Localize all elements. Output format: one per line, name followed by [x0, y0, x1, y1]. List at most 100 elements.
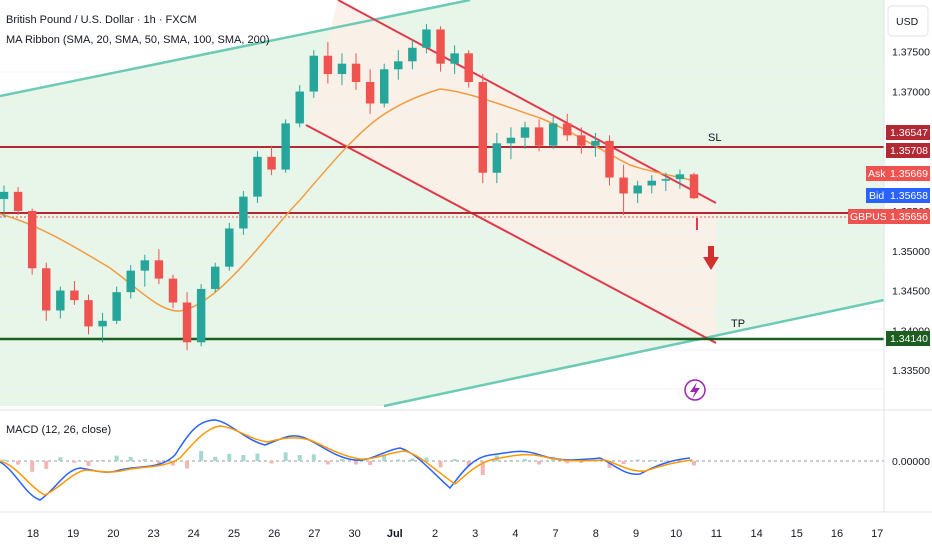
- candle[interactable]: [27, 208, 37, 275]
- macd-zero-label: 0.00000: [892, 456, 930, 468]
- time-tick: Jul: [387, 528, 403, 540]
- candle[interactable]: [689, 172, 699, 200]
- candle[interactable]: [168, 274, 178, 309]
- macd-bar: [297, 455, 302, 461]
- time-tick: 9: [633, 528, 639, 540]
- candle[interactable]: [563, 113, 572, 141]
- channel-lower-line[interactable]: [305, 124, 717, 344]
- candle[interactable]: [13, 187, 23, 215]
- candle[interactable]: [70, 281, 79, 305]
- macd-bar: [621, 461, 626, 464]
- candle[interactable]: [98, 312, 107, 343]
- macd-bar: [170, 461, 175, 466]
- candle[interactable]: [126, 265, 135, 299]
- macd-bar: [227, 453, 232, 461]
- candle[interactable]: [253, 151, 262, 203]
- candle[interactable]: [56, 286, 65, 319]
- candle[interactable]: [351, 53, 361, 90]
- candle[interactable]: [619, 164, 628, 215]
- candle[interactable]: [675, 169, 685, 189]
- currency-label: USD: [896, 16, 919, 28]
- candle[interactable]: [365, 69, 375, 114]
- chart-title: British Pound / U.S. Dollar · 1h · FXCM: [6, 14, 197, 26]
- macd-bar: [142, 459, 147, 461]
- macd-bar: [663, 460, 668, 462]
- candle[interactable]: [661, 172, 671, 192]
- tag-ask: 1.35669: [890, 168, 928, 180]
- candle[interactable]: [211, 262, 220, 293]
- candle[interactable]: [605, 135, 614, 186]
- time-tick: 18: [27, 528, 39, 540]
- price-tick: 1.35000: [892, 246, 930, 258]
- candle[interactable]: [450, 45, 459, 75]
- macd-bar: [354, 461, 359, 465]
- channel-fill: [306, 0, 716, 343]
- candle[interactable]: [267, 145, 276, 176]
- candle[interactable]: [408, 39, 417, 70]
- trendline-lower[interactable]: [383, 298, 885, 408]
- candle[interactable]: [140, 254, 150, 287]
- candle[interactable]: [84, 294, 93, 335]
- candle[interactable]: [379, 63, 389, 108]
- time-tick: 19: [67, 528, 79, 540]
- candle[interactable]: [0, 185, 9, 218]
- candle[interactable]: [394, 50, 403, 80]
- macd-bar: [635, 459, 640, 461]
- macd-bar: [368, 461, 373, 466]
- macd-bar: [325, 461, 330, 465]
- price-tick: 1.37000: [892, 87, 930, 99]
- time-tick: 16: [831, 528, 843, 540]
- candle[interactable]: [196, 284, 206, 347]
- macd-bar: [255, 453, 260, 461]
- candle[interactable]: [633, 180, 642, 203]
- tag-bid: 1.35658: [890, 190, 928, 202]
- candle[interactable]: [337, 53, 347, 86]
- candle[interactable]: [492, 132, 502, 184]
- candle[interactable]: [182, 292, 192, 351]
- time-tick: 17: [871, 528, 883, 540]
- macd-bar: [649, 460, 654, 462]
- candle[interactable]: [464, 50, 473, 88]
- macd-bar: [452, 459, 457, 461]
- candle[interactable]: [436, 26, 445, 72]
- macd-bar: [579, 461, 584, 463]
- candle[interactable]: [478, 74, 487, 184]
- candle[interactable]: [295, 85, 304, 128]
- tag-tp: 1.34140: [890, 333, 928, 345]
- ask-label: Ask: [868, 168, 886, 180]
- flash-icon[interactable]: [684, 379, 706, 401]
- trendline-upper[interactable]: [0, 0, 471, 98]
- time-tick: 30: [348, 528, 360, 540]
- currency-button[interactable]: USD: [887, 5, 929, 37]
- tag-sl: 1.35708: [890, 145, 928, 157]
- channel-upper-line[interactable]: [337, 0, 717, 204]
- candle[interactable]: [591, 132, 600, 157]
- candle[interactable]: [225, 222, 234, 271]
- time-tick: 24: [188, 528, 200, 540]
- candle[interactable]: [281, 119, 290, 173]
- candle[interactable]: [520, 121, 530, 149]
- time-tick: 15: [791, 528, 803, 540]
- macd-bar: [213, 456, 218, 461]
- candle[interactable]: [323, 42, 333, 84]
- candle[interactable]: [577, 127, 586, 154]
- candle[interactable]: [506, 127, 516, 160]
- candle[interactable]: [309, 50, 319, 98]
- candle[interactable]: [239, 191, 248, 235]
- time-tick: 3: [472, 528, 478, 540]
- macd-bar: [339, 459, 344, 461]
- candle[interactable]: [534, 119, 544, 152]
- header: British Pound / U.S. Dollar · 1h · FXCM …: [6, 14, 270, 46]
- candle[interactable]: [112, 286, 121, 325]
- candle[interactable]: [548, 117, 558, 149]
- candle[interactable]: [422, 23, 431, 54]
- candle[interactable]: [647, 175, 656, 194]
- macd-bar: [410, 458, 415, 461]
- sl-label: SL: [708, 132, 721, 144]
- macd-bar: [72, 461, 77, 463]
- candle[interactable]: [42, 262, 51, 321]
- macd-bar: [114, 455, 119, 461]
- macd-bar: [128, 456, 133, 461]
- candle[interactable]: [154, 249, 164, 285]
